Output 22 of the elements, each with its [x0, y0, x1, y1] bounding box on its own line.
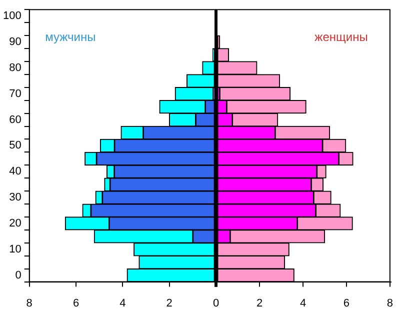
x-tick-label: 0	[212, 297, 220, 310]
x-tick-label: 8	[386, 297, 393, 310]
x-tick-label: 4	[300, 297, 306, 310]
annotation: женщины	[314, 30, 368, 44]
y-tick-label: 30	[9, 192, 22, 204]
annotation: мужчины	[45, 30, 96, 44]
y-tick-label: 100	[2, 10, 22, 22]
y-tick-label: 80	[9, 62, 22, 74]
y-tick-label: 10	[9, 243, 22, 256]
x-tick-label: 4	[120, 297, 126, 310]
x-tick-label: 6	[72, 297, 80, 310]
y-tick-label: 50	[9, 140, 22, 152]
y-tick-label: 40	[9, 166, 22, 178]
y-tick-label: 70	[9, 88, 22, 100]
y-tick-label: 60	[9, 114, 22, 126]
x-tick-label: 6	[343, 297, 350, 310]
y-tick-label: 90	[9, 36, 22, 48]
x-tick-label: 8	[26, 297, 32, 310]
x-tick-label: 2	[256, 297, 263, 310]
x-tick-label: 2	[166, 297, 172, 310]
y-tick-label: 0	[15, 269, 22, 282]
y-tick-label: 20	[9, 218, 22, 230]
